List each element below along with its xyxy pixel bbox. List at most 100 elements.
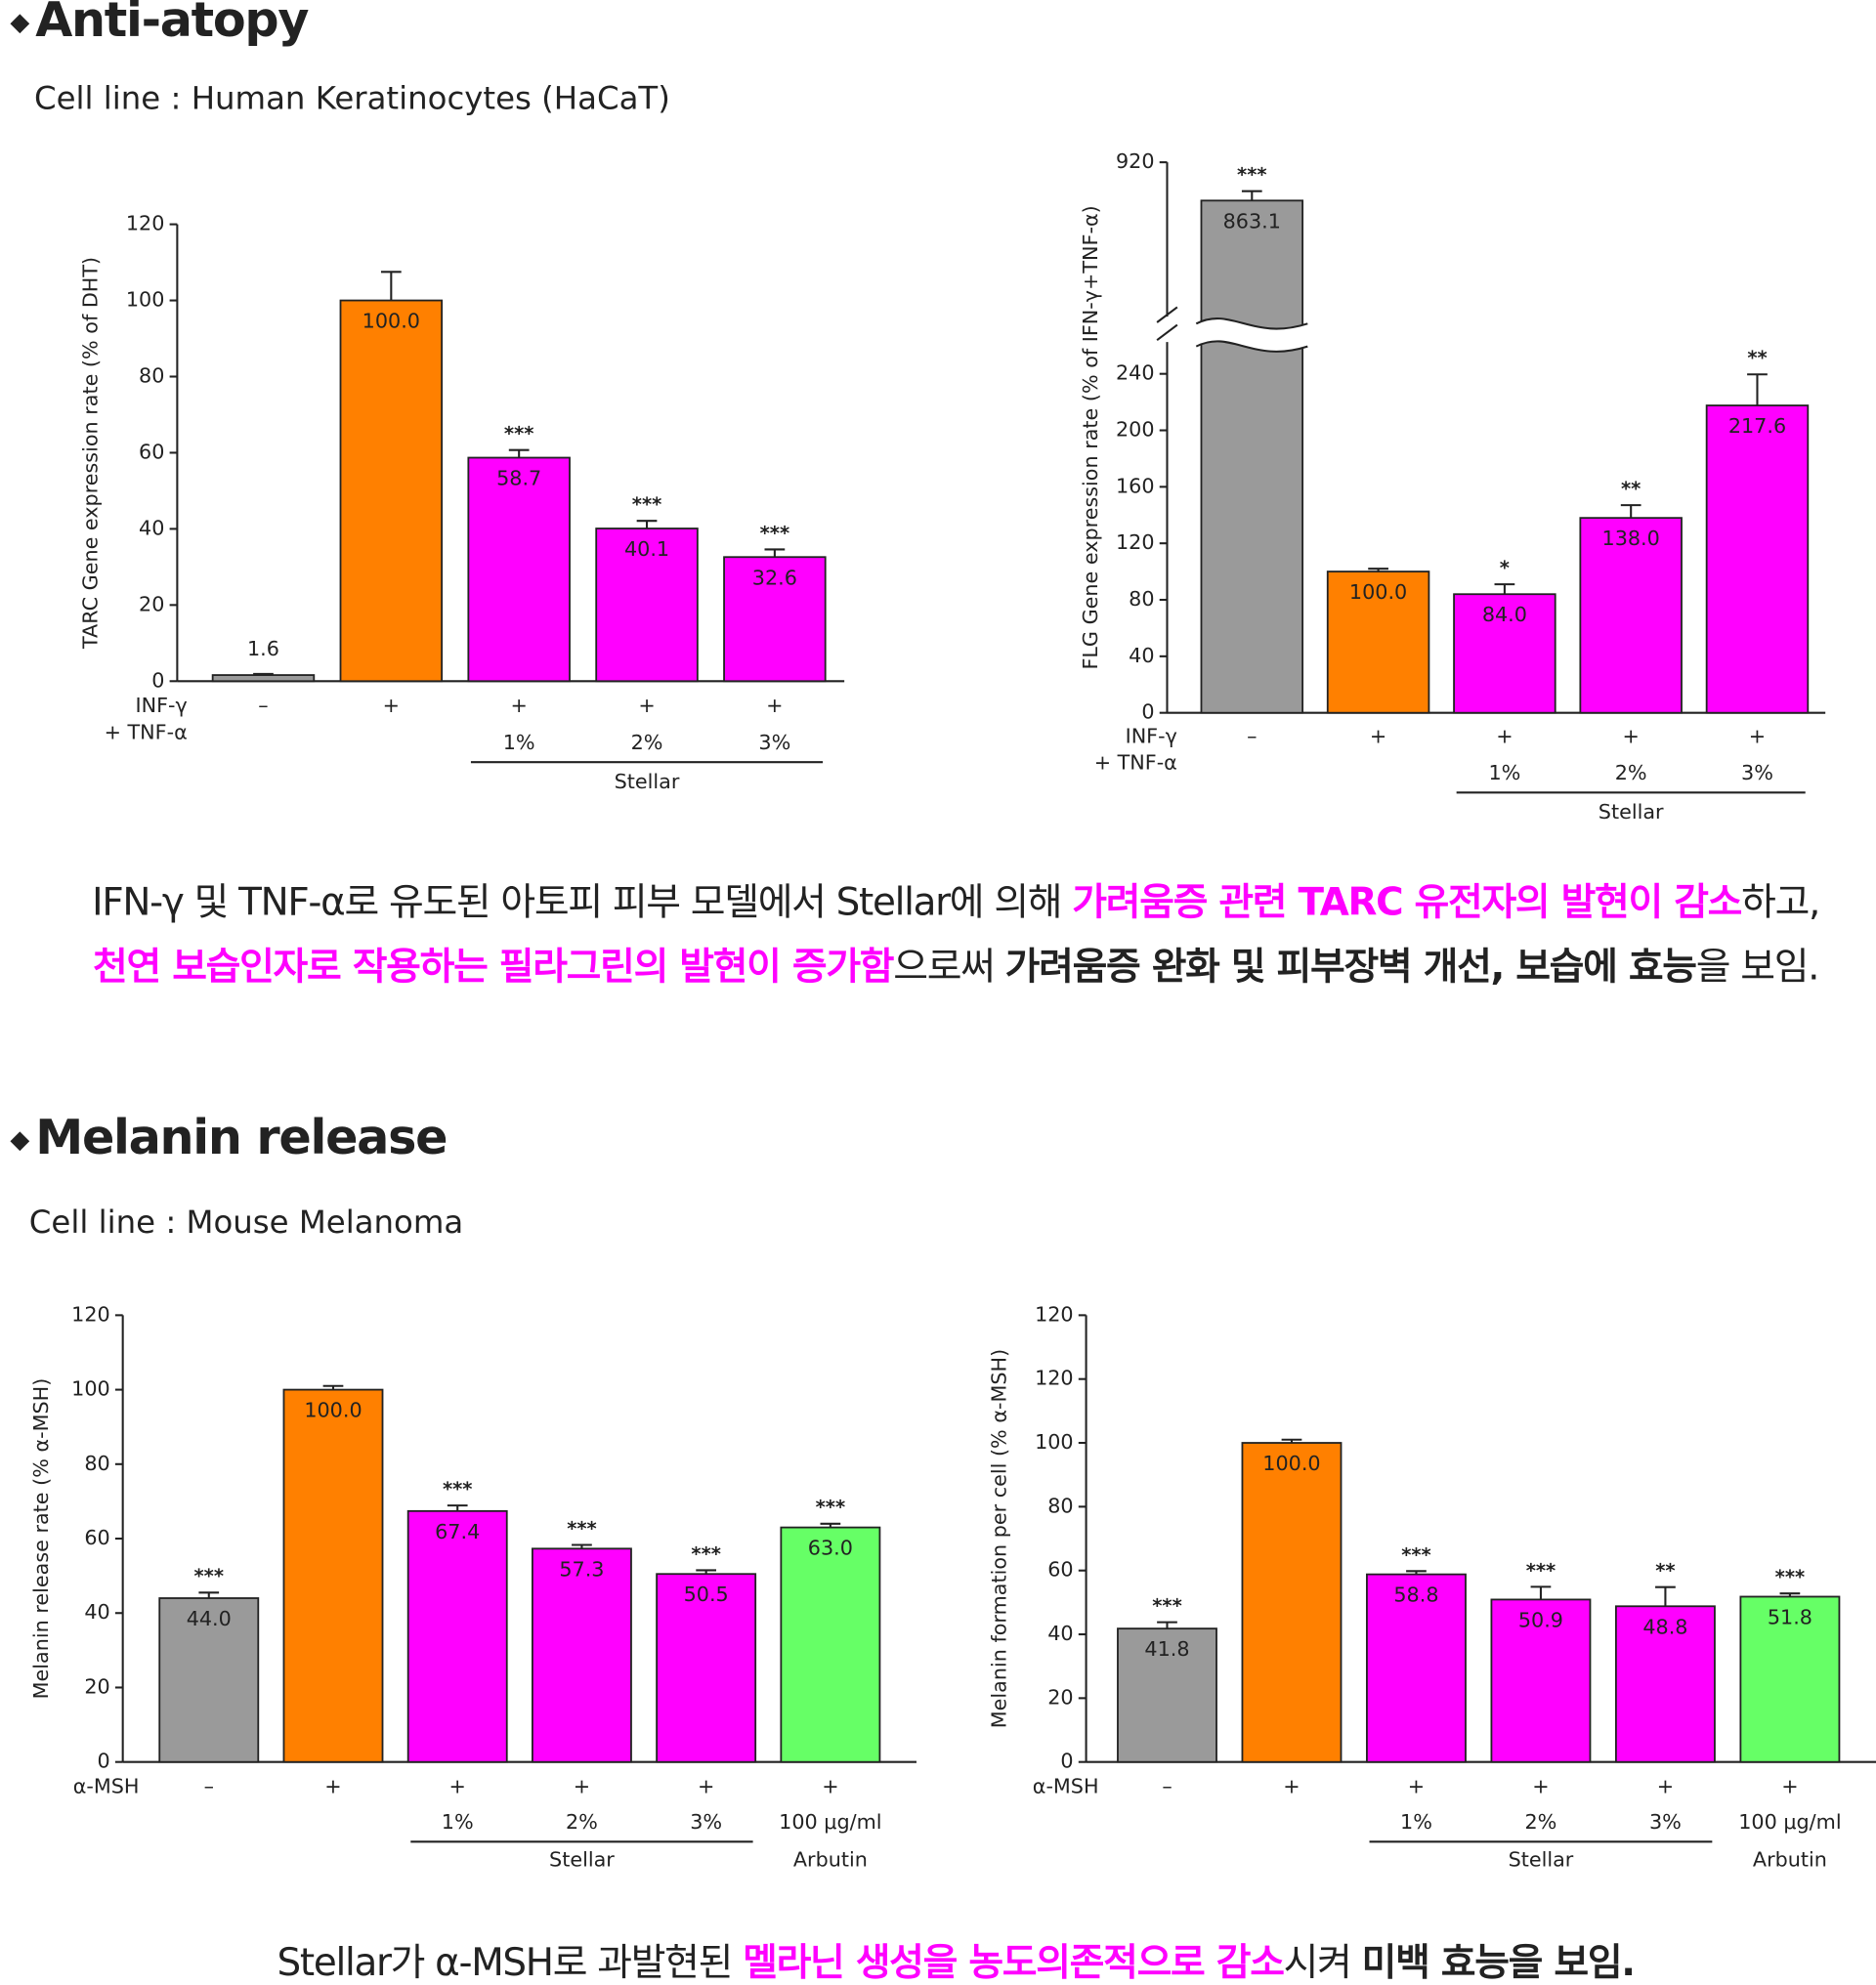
bar — [723, 556, 827, 683]
y-tick-label: 240 — [1116, 361, 1155, 385]
significance: *** — [816, 1497, 845, 1519]
bar — [595, 528, 699, 683]
x-tick-label: + — [638, 694, 655, 717]
dose-label: 2% — [566, 1810, 598, 1834]
summary-line: 천연 보습인자로 작용하는 필라그린의 발현이 증가함으로써 가려움증 완화 및… — [93, 945, 1818, 989]
x-tick-label: + — [1749, 724, 1766, 747]
bar — [1117, 1627, 1217, 1763]
bar — [1705, 404, 1810, 714]
error-bar — [1747, 373, 1768, 406]
value-label: 44.0 — [187, 1607, 232, 1630]
summary-run: 하고, — [1741, 880, 1819, 924]
x-tick-label: + — [1622, 724, 1639, 747]
y-tick-label: 80 — [84, 1452, 109, 1475]
error-bar — [1157, 1621, 1177, 1629]
significance: ** — [1655, 1560, 1675, 1583]
y-tick-label: 100 — [1035, 1430, 1074, 1454]
y-tick-label: 20 — [84, 1674, 109, 1698]
group-label: Stellar — [615, 770, 680, 793]
y-tick-label: 120 — [126, 212, 165, 235]
y-tick-label: 120 — [1116, 530, 1155, 554]
x-tick-label: – — [204, 1775, 214, 1798]
bar — [1490, 1598, 1592, 1763]
y-tick-label: 0 — [151, 668, 164, 692]
summary-run: IFN-γ 및 TNF-α로 유도된 아토피 피부 모델에서 Stellar에 … — [92, 880, 1072, 924]
significance: *** — [1237, 164, 1266, 187]
error-bar — [1368, 568, 1388, 572]
y-axis-label: Melanin release rate (% α-MSH) — [29, 1378, 53, 1700]
summary-run: 미백 효능을 보임. — [1362, 1940, 1635, 1984]
x-tick-label: – — [258, 694, 268, 717]
significance: *** — [632, 493, 661, 516]
bullet: ◆ — [10, 1125, 29, 1155]
summary-line: IFN-γ 및 TNF-α로 유도된 아토피 피부 모델에서 Stellar에 … — [92, 880, 1819, 924]
bar — [282, 1388, 384, 1763]
axis-break-mark — [1156, 306, 1178, 323]
summary-run: Stellar가 α-MSH로 과발현된 — [277, 1940, 744, 1984]
summary-line: Stellar가 α-MSH로 과발현된 멜라닌 생성을 농도의존적으로 감소시… — [277, 1940, 1635, 1984]
error-bar — [820, 1522, 841, 1528]
error-bar — [253, 672, 274, 676]
y-axis-label: Melanin formation per cell (% α-MSH) — [987, 1349, 1010, 1728]
value-label: 57.3 — [559, 1557, 604, 1581]
value-label: 84.0 — [1482, 603, 1527, 626]
bar — [467, 456, 571, 683]
group-label: Arbutin — [1753, 1848, 1827, 1872]
y-tick-label: 920 — [1116, 149, 1155, 173]
x-tick-label: + — [822, 1775, 838, 1798]
value-label: 217.6 — [1728, 414, 1786, 438]
row-label: α-MSH — [1033, 1775, 1099, 1798]
error-bar — [572, 1543, 592, 1549]
value-label: 100.0 — [304, 1399, 362, 1422]
value-label: 100.0 — [1349, 580, 1407, 604]
error-bar — [1281, 1438, 1302, 1444]
error-bar — [764, 548, 786, 558]
y-tick-label: 20 — [139, 592, 164, 615]
error-bar — [322, 1384, 344, 1390]
bar — [158, 1597, 260, 1763]
row-label: + TNF-α — [105, 720, 188, 743]
dose-label: 2% — [631, 731, 663, 754]
x-tick-label: + — [1532, 1775, 1549, 1798]
chart: Melanin release rate (% α-MSH) 0 20 40 60 80 1… — [29, 1302, 917, 1872]
dose-label: 2% — [1615, 761, 1647, 784]
significance: *** — [567, 1517, 596, 1540]
x-tick-label: + — [1781, 1775, 1798, 1798]
summary-run: 으로써 — [893, 945, 1004, 989]
value-label: 50.5 — [684, 1583, 729, 1606]
y-tick-label: 40 — [1047, 1622, 1073, 1645]
bar — [1326, 570, 1430, 714]
y-tick-label: 40 — [84, 1600, 109, 1624]
y-tick-label: 40 — [1129, 644, 1154, 667]
bar — [1366, 1573, 1467, 1763]
x-tick-label: + — [766, 694, 783, 717]
significance: *** — [1401, 1543, 1430, 1566]
x-tick-label: + — [1657, 1775, 1674, 1798]
error-bar — [1494, 583, 1515, 595]
significance: *** — [1526, 1559, 1556, 1582]
value-label: 63.0 — [808, 1537, 853, 1560]
chart: FLG Gene expression rate (% of IFN-γ+TNF… — [1079, 149, 1826, 824]
error-bar — [696, 1569, 717, 1575]
dose-label: 1% — [503, 731, 535, 754]
dose-label: 3% — [690, 1810, 722, 1834]
y-tick-label: 0 — [1141, 700, 1154, 724]
value-label: 100.0 — [362, 310, 420, 333]
row-label: α-MSH — [73, 1775, 140, 1798]
value-label: 48.8 — [1642, 1615, 1687, 1638]
significance: ** — [1621, 478, 1641, 500]
value-label: 40.1 — [624, 537, 669, 561]
y-tick-label: 20 — [1047, 1685, 1073, 1709]
chart: TARC Gene expression rate (% of DHT) 0 20 4… — [78, 212, 845, 793]
significance: *** — [1775, 1566, 1805, 1588]
bar — [211, 674, 316, 683]
summary-run: 가려움증 완화 및 피부장벽 개선, 보습에 효능 — [1005, 945, 1697, 989]
x-tick-label: + — [1408, 1775, 1425, 1798]
y-tick-label: 160 — [1116, 474, 1155, 497]
axis-break — [1195, 317, 1308, 330]
value-label: 58.8 — [1393, 1584, 1438, 1607]
group-label: Arbutin — [793, 1848, 868, 1872]
dose-label: 3% — [758, 731, 790, 754]
x-tick-label: – — [1162, 1775, 1172, 1798]
